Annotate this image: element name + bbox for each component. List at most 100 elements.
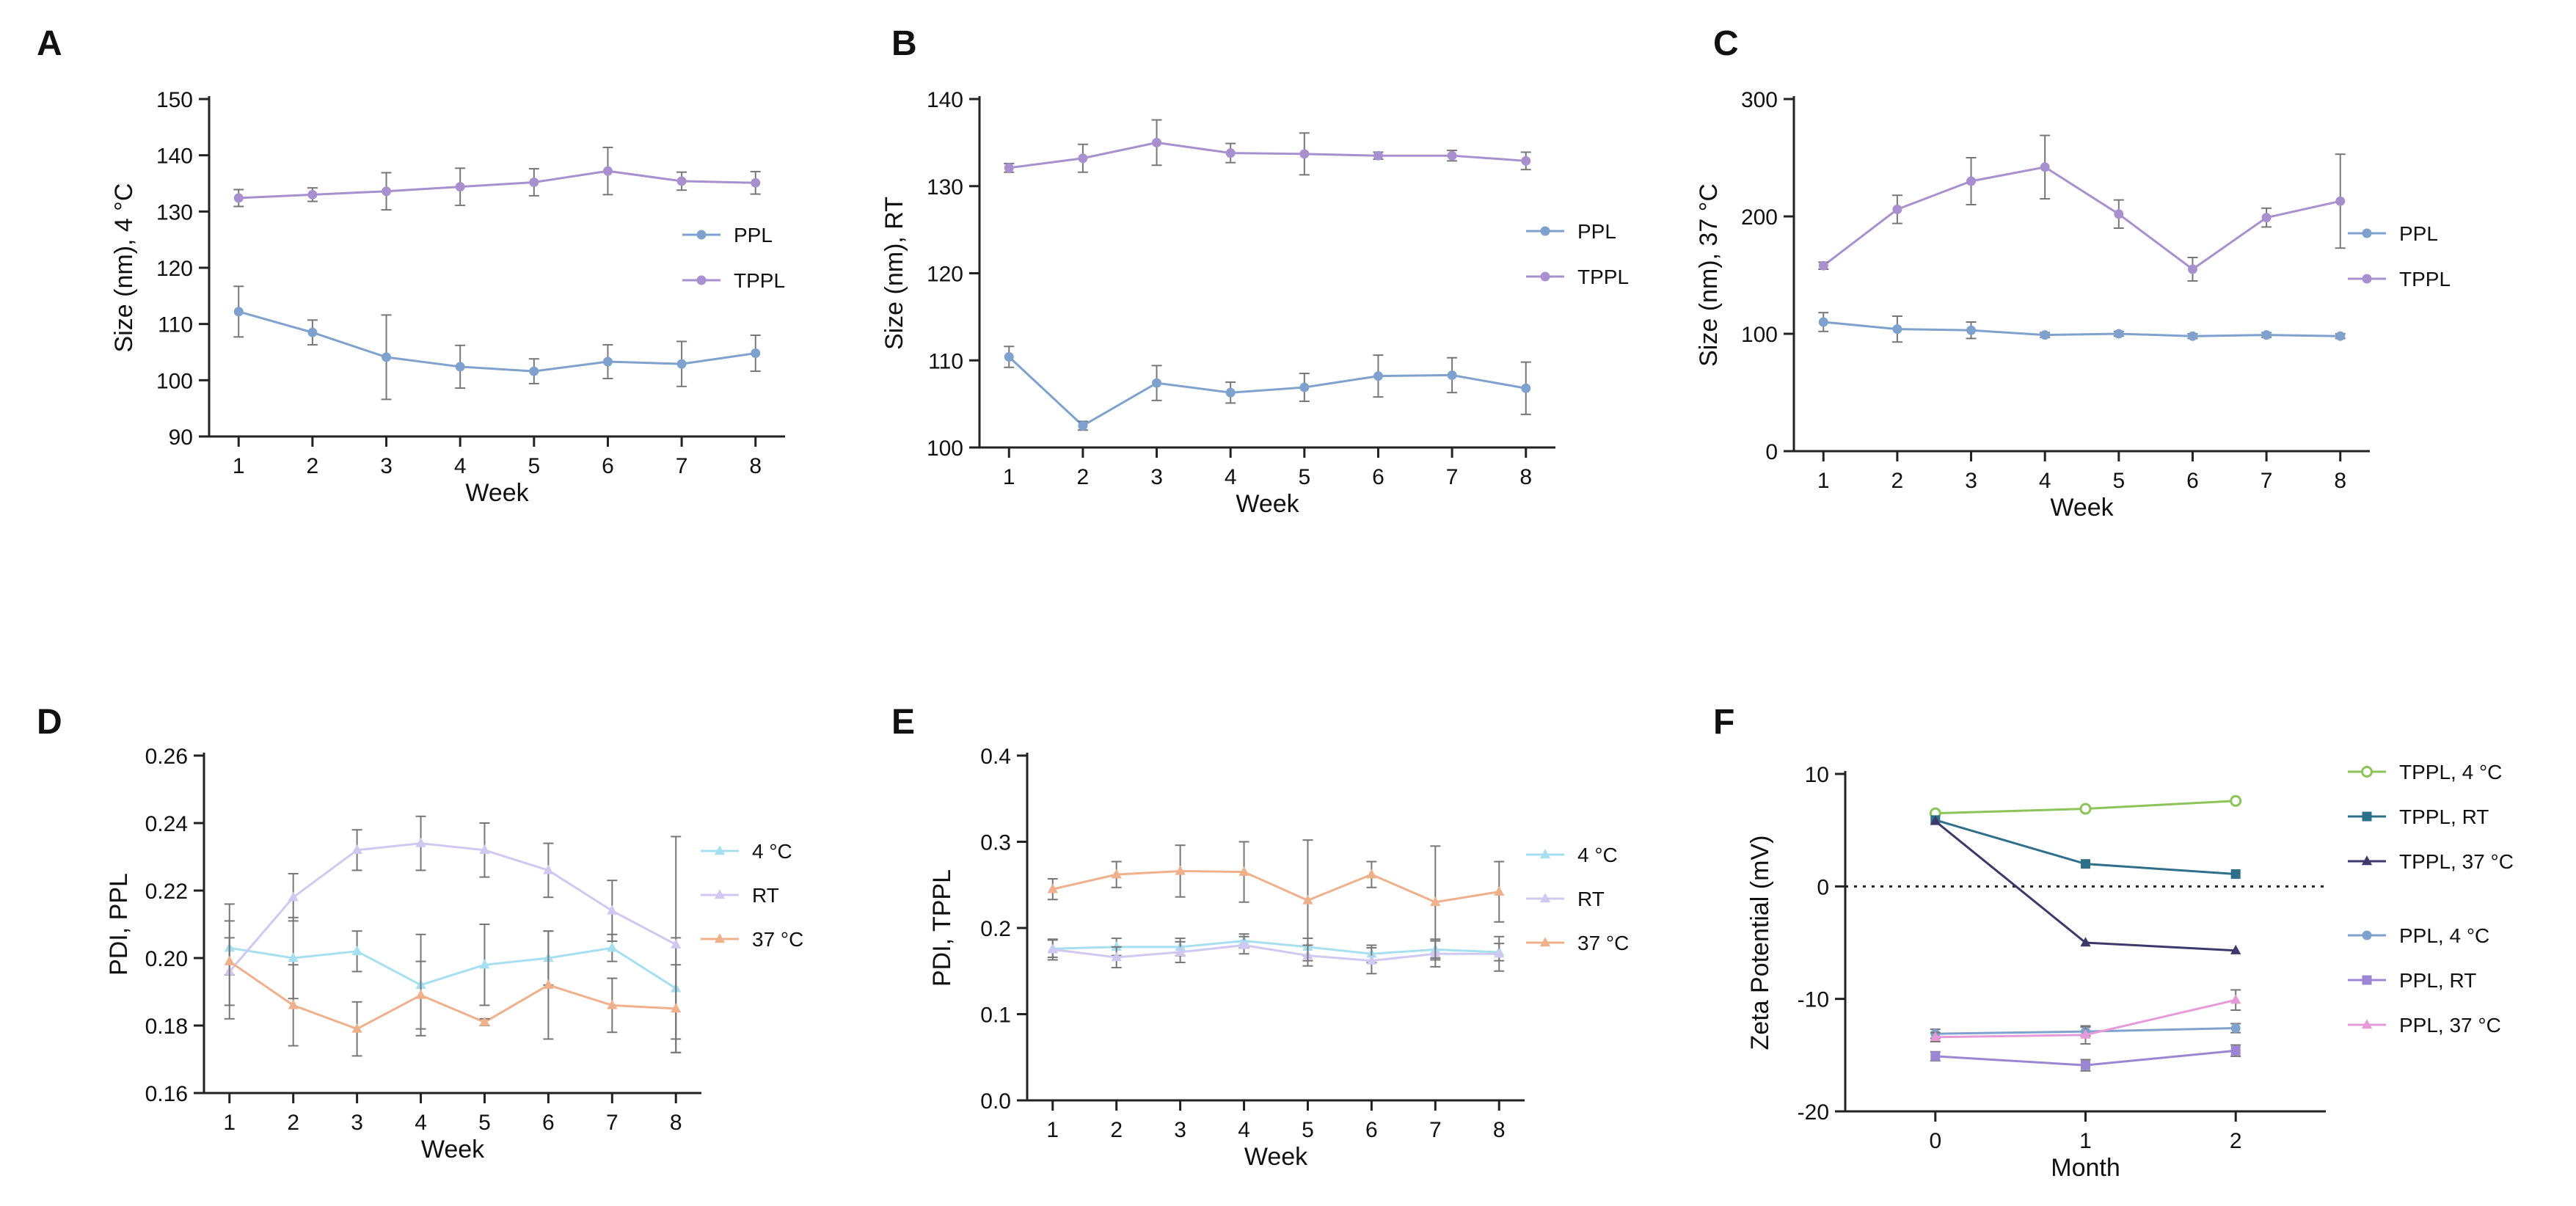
x-tick-label: 3	[351, 1111, 363, 1135]
data-point	[1078, 153, 1088, 164]
data-point	[1447, 370, 1457, 380]
data-point	[2335, 331, 2346, 341]
data-point	[676, 359, 687, 369]
data-point	[351, 1023, 362, 1033]
legend-label: 37 °C	[752, 928, 803, 951]
x-tick-label: 7	[2261, 469, 2273, 493]
data-point	[2114, 209, 2124, 219]
legend-entry: PPL	[1526, 220, 1616, 243]
data-point	[1299, 149, 1310, 159]
panel-letter: F	[1713, 703, 1734, 742]
x-tick-label: 1	[1003, 465, 1015, 489]
y-tick-label: 130	[927, 175, 963, 200]
x-tick-label: 2	[1891, 469, 1904, 493]
x-tick-label: 1	[223, 1111, 236, 1135]
data-point	[479, 959, 490, 969]
y-tick-label: 10	[1805, 763, 1829, 787]
data-point	[1111, 951, 1122, 962]
panel-letter: A	[37, 24, 62, 63]
data-point	[1302, 894, 1313, 905]
legend-label: TPPL, 37 °C	[2399, 850, 2514, 873]
legend-marker	[714, 933, 726, 943]
legend-marker	[2361, 766, 2373, 778]
legend-label: TPPL	[2399, 268, 2451, 290]
x-tick-label: 7	[1429, 1118, 1442, 1142]
data-point	[455, 182, 465, 192]
y-tick-label: 0.2	[980, 917, 1011, 941]
data-point	[751, 348, 761, 359]
x-tick-label: 8	[749, 454, 762, 478]
x-tick-label: 6	[1365, 1118, 1378, 1142]
series-line	[1052, 943, 1500, 962]
panel-letter: C	[1713, 24, 1739, 63]
x-tick-label: 3	[1150, 465, 1163, 489]
legend-marker	[1540, 226, 1550, 236]
data-point	[1299, 382, 1310, 392]
y-axis-label: PDI, PPL	[105, 873, 133, 976]
data-point	[607, 999, 618, 1009]
legend-marker	[1539, 937, 1551, 947]
legend-entry: PPL, RT	[2348, 969, 2476, 992]
series-line	[1822, 166, 2341, 271]
data-point	[2187, 264, 2197, 274]
data-point	[1047, 943, 1058, 954]
x-tick-label: 4	[454, 454, 467, 478]
data-point	[351, 844, 362, 854]
x-tick-label: 2	[1077, 465, 1090, 489]
series-tppl-rt	[1930, 815, 2241, 879]
series-line	[238, 310, 756, 373]
y-tick-label: 0	[1765, 440, 1778, 464]
legend-marker	[1540, 271, 1550, 282]
data-point	[2080, 937, 2091, 947]
y-tick-label: 0.4	[980, 745, 1011, 769]
series-line	[228, 960, 676, 1031]
data-point	[2081, 859, 2090, 869]
data-point	[288, 952, 299, 962]
y-tick-label: 0.26	[145, 745, 188, 769]
panel-c: C 0 100 200 300 1 2 3 4 5 6 7 8 Week Size (nm), 37 °C P…	[1695, 24, 2451, 522]
y-axis-label: Size (nm), 37 °C	[1695, 183, 1723, 367]
legend-entry: TPPL, 4 °C	[2348, 761, 2502, 783]
x-tick-label: 8	[670, 1111, 682, 1135]
x-tick-label: 2	[307, 454, 319, 478]
data-point	[2080, 1028, 2091, 1039]
legend-label: PPL	[2399, 222, 2438, 245]
series-37-c	[224, 903, 682, 1057]
x-tick-label: 7	[606, 1111, 619, 1135]
legend-entry: PPL	[2348, 222, 2438, 245]
legend-label: PPL, 37 °C	[2399, 1014, 2501, 1037]
data-point	[1430, 896, 1441, 906]
data-point	[1966, 325, 1977, 335]
x-tick-label: 4	[1225, 465, 1237, 489]
data-point	[233, 307, 244, 317]
data-point	[382, 352, 392, 362]
series-tppl	[1818, 134, 2346, 282]
x-tick-label: 7	[676, 454, 688, 478]
legend-entry: PPL, 37 °C	[2348, 1014, 2501, 1037]
y-tick-label: 110	[158, 313, 193, 337]
series-ppl	[1818, 312, 2346, 343]
y-tick-label: 0	[1817, 875, 1829, 899]
data-point	[1447, 150, 1457, 161]
y-tick-label: 0.22	[145, 880, 188, 904]
series-line	[1823, 321, 2340, 337]
x-tick-label: 6	[542, 1111, 555, 1135]
data-point	[607, 942, 618, 952]
x-tick-label: 1	[1817, 469, 1830, 493]
x-tick-label: 4	[2039, 469, 2051, 493]
panel-letter: D	[37, 703, 62, 742]
series-37-c	[1047, 839, 1505, 962]
data-point	[1047, 883, 1058, 893]
legend-marker	[2361, 1019, 2373, 1029]
data-point	[1521, 383, 1531, 393]
data-point	[1152, 378, 1162, 388]
data-point	[1225, 387, 1236, 398]
data-point	[1238, 866, 1249, 876]
data-point	[1494, 948, 1505, 958]
data-point	[1373, 150, 1383, 161]
data-point	[2230, 944, 2241, 954]
legend-marker	[714, 889, 726, 899]
legend-label: 4 °C	[1577, 844, 1618, 866]
series-line	[1009, 141, 1526, 169]
